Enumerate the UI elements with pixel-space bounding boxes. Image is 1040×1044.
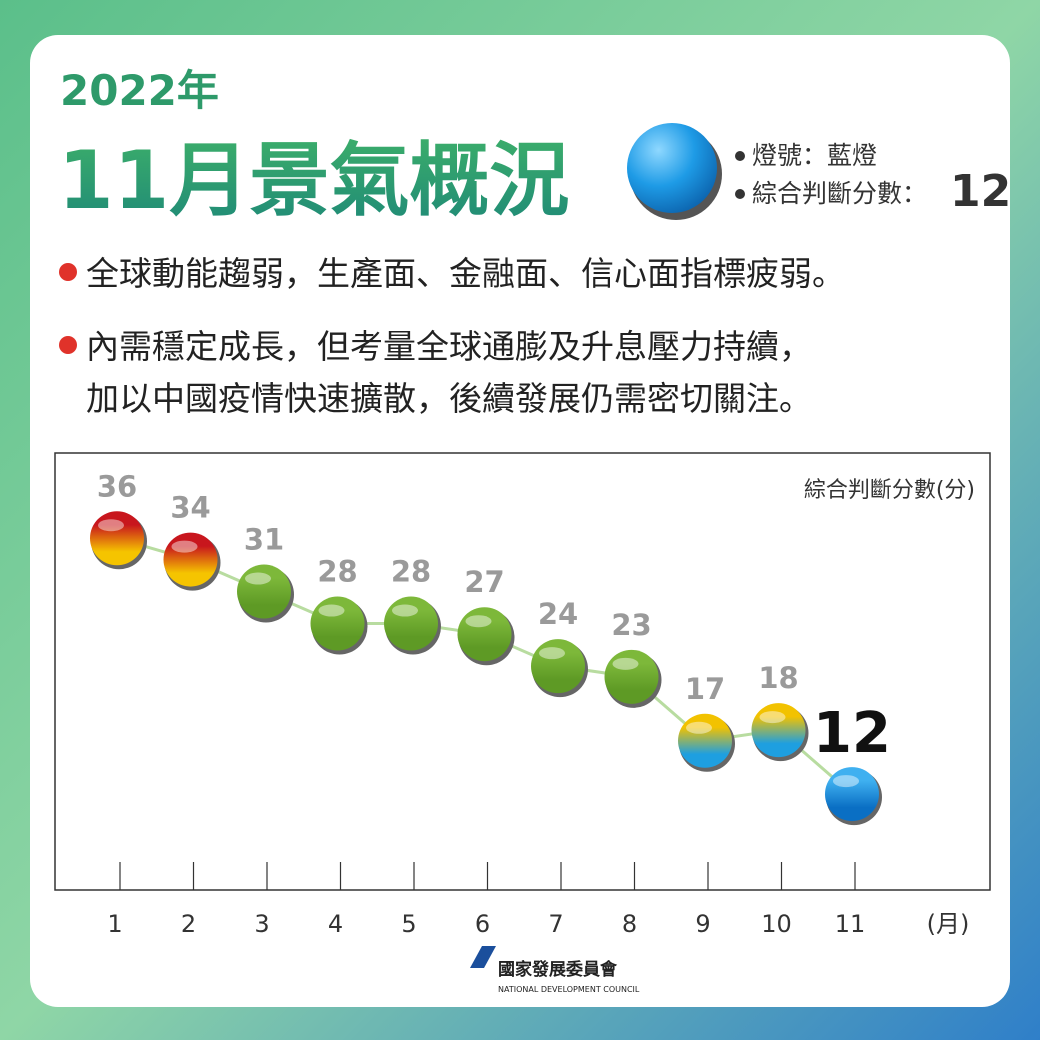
bullet-dot: [59, 263, 77, 281]
bullet: 全球動能趨弱，生產面、金融面、信心面指標疲弱。: [86, 254, 845, 293]
logo-english: NATIONAL DEVELOPMENT COUNCIL: [498, 985, 640, 994]
x-tick-label: 5: [401, 910, 416, 938]
x-tick-label: 9: [695, 910, 710, 938]
score: 12: [950, 166, 1011, 217]
plot-frame: [54, 452, 991, 891]
card: [30, 35, 1010, 1007]
value-label: 23: [611, 608, 651, 642]
logo-name: 國家發展委員會: [498, 959, 618, 980]
value-label: 34: [170, 491, 210, 525]
bullet: 加以中國疫情快速擴散，後續發展仍需密切關注。: [86, 379, 812, 418]
x-axis-label: (月): [927, 910, 970, 938]
x-tick-label: 1: [107, 910, 122, 938]
x-tick-label: 6: [475, 910, 490, 938]
light: 燈號：藍燈: [752, 141, 877, 170]
x-tick-label: 8: [622, 910, 637, 938]
bullet: 內需穩定成長，但考量全球通膨及升息壓力持續，: [86, 327, 812, 366]
point: [310, 596, 365, 651]
value-label: 36: [97, 469, 137, 503]
value-label: 28: [317, 555, 357, 589]
score-label: 綜合判斷分數：: [752, 179, 927, 208]
highlight: [318, 604, 345, 617]
dot: [735, 151, 745, 161]
highlight: [612, 657, 639, 670]
point: [90, 511, 144, 566]
y-axis-label: 綜合判斷分數(分): [804, 478, 975, 503]
x-tick-label: 10: [761, 910, 792, 938]
highlight: [539, 647, 565, 660]
x-tick-label: 3: [254, 910, 269, 938]
point: [751, 703, 806, 758]
header-ball: [627, 123, 717, 213]
point: [163, 532, 218, 587]
x-tick-label: 7: [548, 910, 563, 938]
value-label: 31: [244, 523, 284, 557]
bullet-dot: [59, 336, 77, 354]
highlight: [98, 519, 124, 532]
value-label: 27: [464, 565, 504, 599]
point: [825, 767, 879, 822]
highlight: [465, 615, 492, 628]
dot: [735, 189, 745, 199]
point: [384, 596, 438, 651]
point: [531, 639, 585, 694]
highlight: [833, 775, 859, 788]
highlight: [759, 711, 786, 724]
highlight: [392, 604, 418, 617]
logo-mark: [470, 946, 496, 968]
x-tick-label: 11: [835, 910, 866, 938]
highlight: [245, 572, 271, 585]
value-label: 17: [685, 672, 725, 706]
highlight: [686, 721, 712, 734]
x-tick-label: 4: [328, 910, 343, 938]
title: 11月景氣概況: [58, 134, 569, 227]
point: [678, 713, 732, 768]
point: [604, 649, 659, 704]
point: [457, 607, 512, 662]
highlight: [171, 540, 198, 553]
year: 2022年: [60, 66, 219, 115]
value-label: 24: [538, 597, 578, 631]
value-label: 18: [758, 661, 798, 695]
value-label: 12: [813, 701, 891, 766]
x-tick-label: 2: [181, 910, 196, 938]
point: [237, 564, 291, 619]
value-label: 28: [391, 555, 431, 589]
